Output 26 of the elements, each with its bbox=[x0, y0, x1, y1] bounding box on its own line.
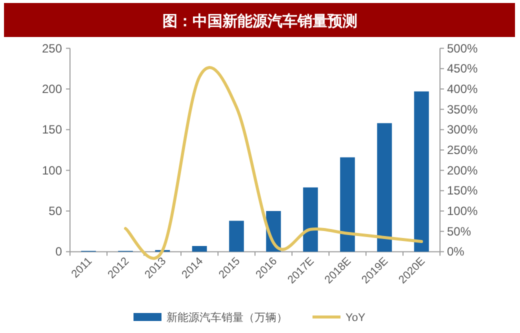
y-tick-label: 200 bbox=[42, 82, 62, 96]
bar bbox=[303, 187, 318, 252]
y2-tick-label: 450% bbox=[447, 62, 478, 76]
bar bbox=[414, 91, 429, 252]
y-tick-label: 250 bbox=[42, 41, 62, 56]
y2-tick-label: 300% bbox=[447, 122, 478, 137]
y2-tick-label: 500% bbox=[447, 41, 478, 56]
y2-tick-label: 150% bbox=[447, 184, 478, 198]
y2-tick-label: 250% bbox=[447, 143, 478, 157]
legend-label: 新能源汽车销量（万辆） bbox=[166, 311, 288, 324]
bar bbox=[229, 220, 244, 252]
bar bbox=[340, 157, 355, 252]
y2-tick-label: 350% bbox=[447, 102, 478, 116]
y2-tick-label: 50% bbox=[447, 224, 472, 238]
y-tick-label: 0 bbox=[55, 244, 62, 259]
y2-tick-label: 100% bbox=[447, 204, 478, 218]
bar bbox=[192, 246, 207, 252]
chart-title: 图：中国新能源汽车销量预测 bbox=[162, 12, 358, 30]
y2-tick-label: 200% bbox=[447, 163, 478, 178]
y2-tick-label: 400% bbox=[447, 82, 478, 96]
bar bbox=[377, 123, 392, 252]
y-tick-label: 50 bbox=[48, 204, 62, 218]
legend-label: YoY bbox=[346, 312, 366, 324]
y2-tick-label: 0% bbox=[447, 244, 465, 259]
y-tick-label: 150 bbox=[42, 122, 62, 137]
y-tick-label: 100 bbox=[42, 163, 62, 178]
